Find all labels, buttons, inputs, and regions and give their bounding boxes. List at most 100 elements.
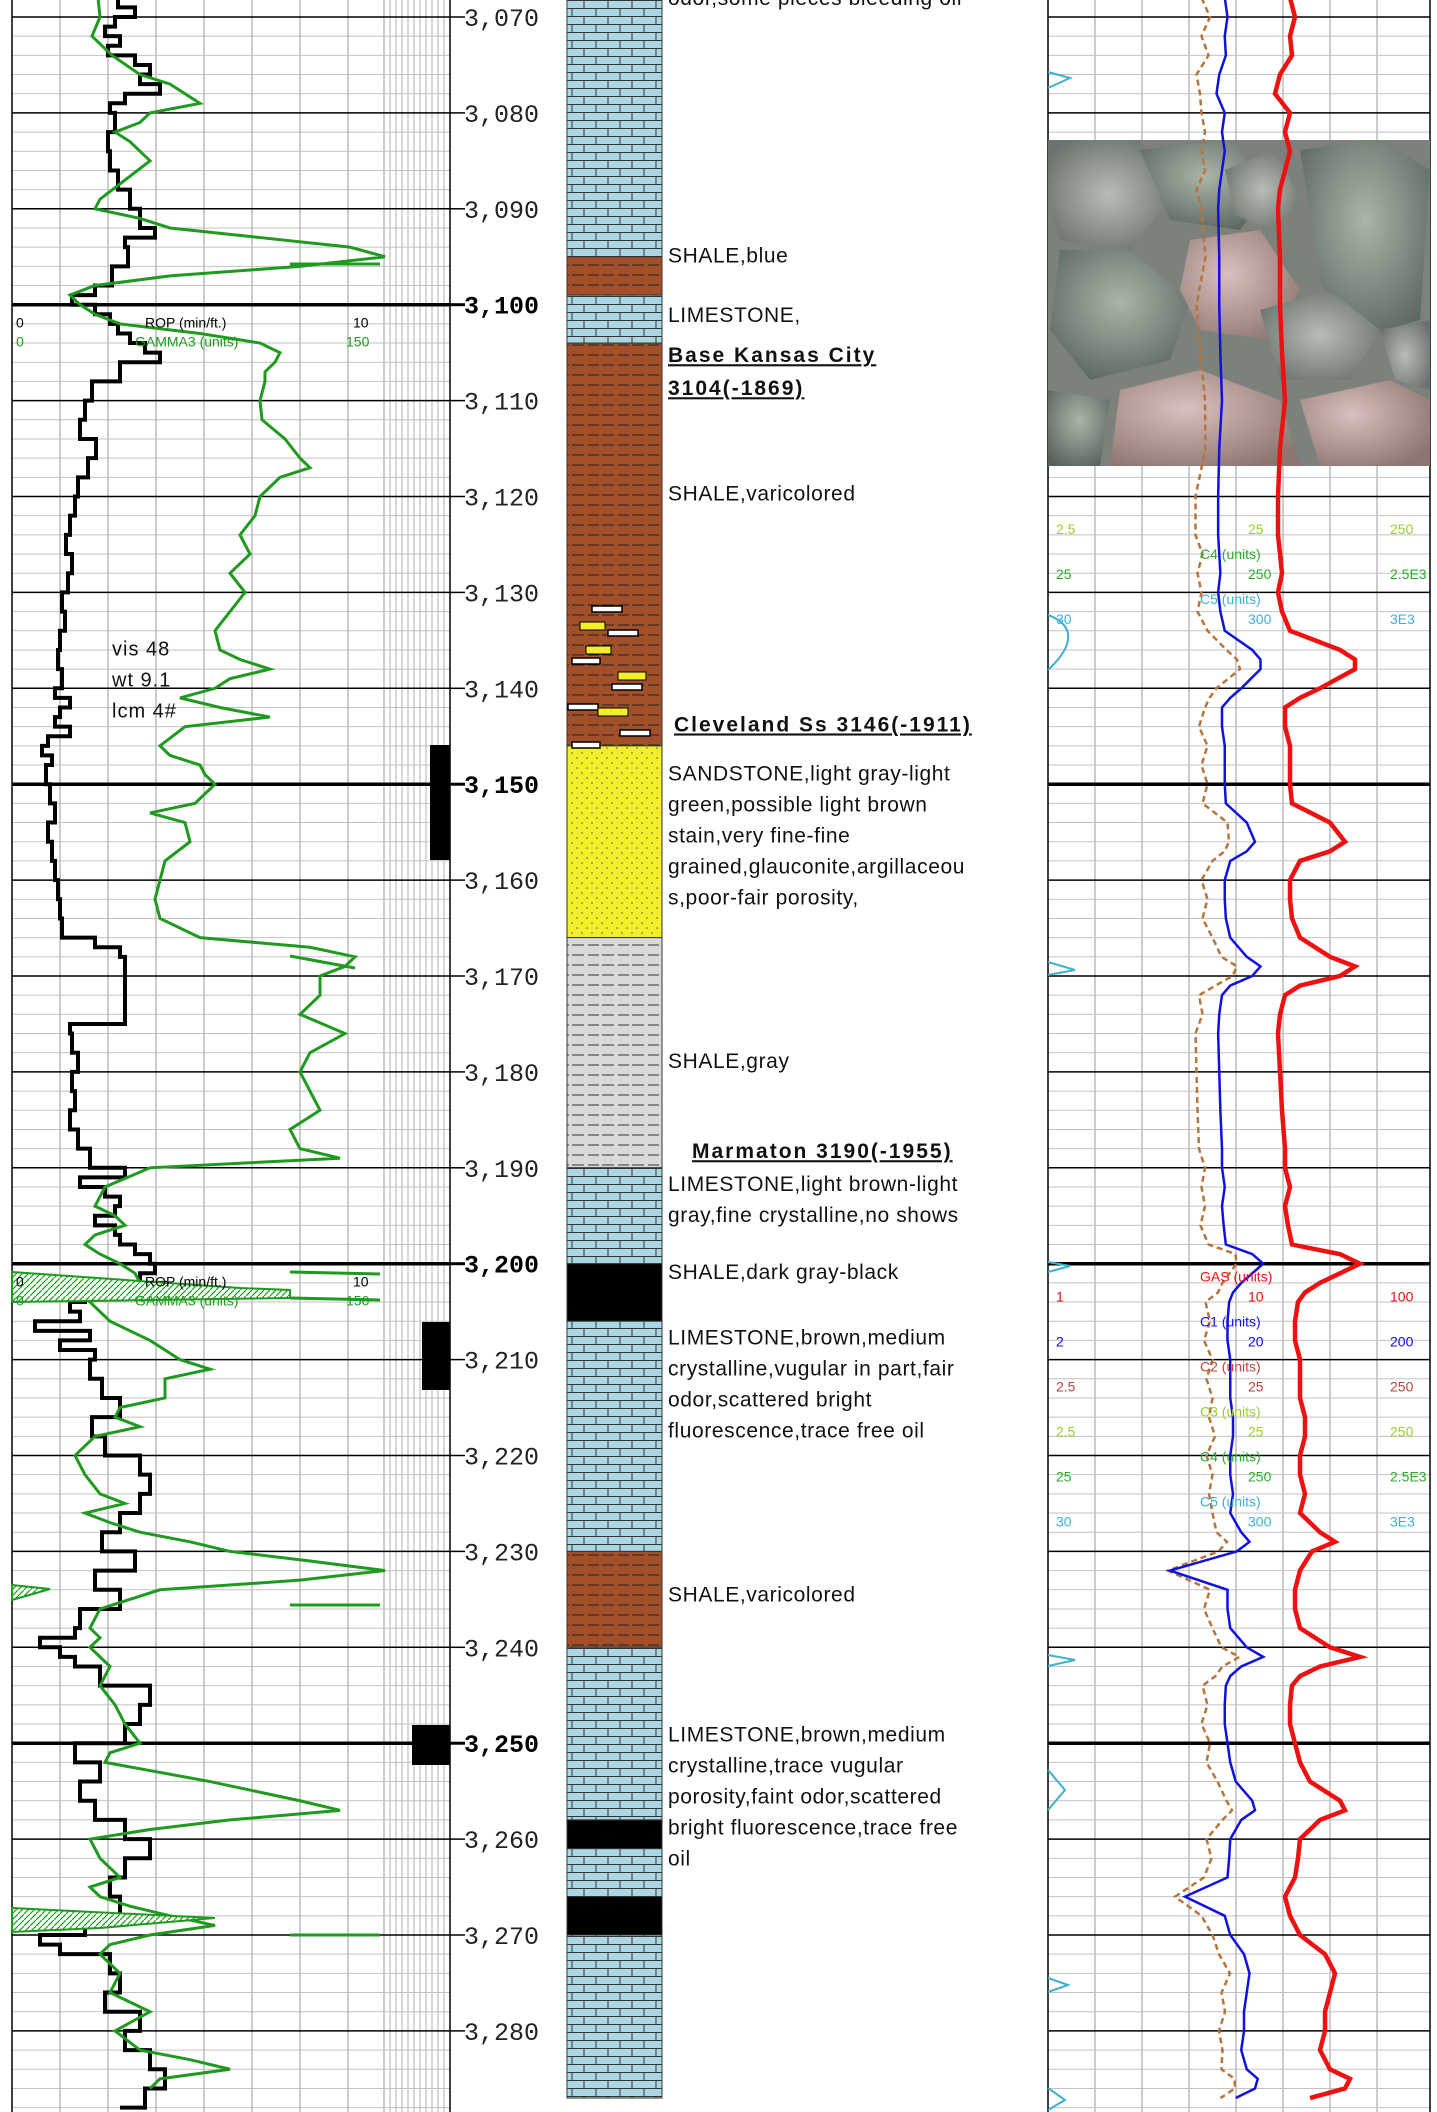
gas-scale-mid: 25	[1248, 521, 1264, 537]
gamma-scale-min: 0	[16, 1293, 24, 1309]
depth-label: 3,200	[464, 1252, 539, 1281]
depth-label: 3,080	[464, 101, 539, 130]
lithology-interval-limestone	[566, 1848, 663, 1898]
gamma-overflow-fills	[11, 262, 381, 1937]
lithology-interval-limestone	[566, 1646, 663, 1821]
lithology-description-line: LIMESTONE,brown,medium	[668, 1326, 946, 1349]
lithology-interval-limestone	[566, 294, 663, 344]
lithology-description-line: SHALE,varicolored	[668, 1583, 856, 1606]
gas-scale-name: GAS (units)	[1200, 1268, 1272, 1284]
depth-label: 3,260	[464, 1827, 539, 1856]
depth-label: 3,180	[464, 1060, 539, 1089]
rop-curve	[33, 0, 167, 2110]
lithology-description-line: stain,very fine-fine	[668, 824, 850, 847]
rop-scale-min: 0	[16, 1274, 24, 1290]
depth-label: 3,210	[464, 1348, 539, 1377]
lithology-description-line: s,poor-fair porosity,	[668, 886, 859, 909]
formation-top-label: Base Kansas City	[668, 344, 876, 367]
depth-label: 3,170	[464, 964, 539, 993]
gas-scale-max: 100	[1390, 1288, 1414, 1304]
gas-scale-min: 25	[1056, 566, 1072, 582]
lithology-interval-shale-gray	[566, 937, 663, 1169]
mud-property: lcm 4#	[112, 701, 177, 723]
depth-label: 3,190	[464, 1156, 539, 1185]
lithology-description-line: LIMESTONE,light brown-light	[668, 1173, 958, 1196]
left-scale-headers: 0 ROP (min/ft.) 10 0 GAMMA3 (units) 150 0 ROP (…	[16, 315, 370, 1309]
gas-scale-name: C2 (units)	[1200, 1358, 1261, 1374]
gas-scale-max: 3E3	[1390, 1513, 1415, 1529]
gas-scale-min: 25	[1056, 1468, 1072, 1484]
lithology-description-line: bright fluorescence,trace free	[668, 1816, 958, 1839]
lithology-interval-limestone	[566, 0, 663, 258]
depth-label: 3,160	[464, 868, 539, 897]
lithology-interval-shale-brown	[566, 1550, 663, 1648]
gas-scale-name: C5 (units)	[1200, 1493, 1261, 1509]
c1-curve	[1165, 0, 1267, 2100]
gas-scale-min: 2.5	[1056, 1423, 1076, 1439]
gas-scale-mid: 300	[1248, 611, 1272, 627]
lithology-description-line: crystalline,trace vugular	[668, 1754, 904, 1777]
mud-property: vis 48	[112, 639, 170, 661]
lithology-description-line: oil	[668, 1847, 691, 1870]
mud-properties: vis 48 wt 9.1 lcm 4#	[111, 639, 177, 723]
depth-label: 3,150	[464, 772, 539, 801]
lithology-description-line: SHALE,dark gray-black	[668, 1261, 899, 1284]
lithology-interval-shale-black	[566, 1896, 663, 1936]
gas-show-markers	[1047, 71, 1076, 2111]
gamma-scale-label: GAMMA3 (units)	[135, 1293, 238, 1309]
depth-label: 3,280	[464, 2019, 539, 2048]
gas-scale-max: 200	[1390, 1333, 1414, 1349]
lithology-column	[566, 0, 663, 2099]
formation-top-label: 3104(-1869)	[668, 377, 804, 400]
formation-tops: Base Kansas City 3104(-1869) Cleveland Ss …	[668, 344, 970, 1163]
gas-scale-name: C3 (units)	[1200, 1403, 1261, 1419]
depth-label: 3,100	[464, 293, 539, 322]
gas-scale-mid: 250	[1248, 1468, 1272, 1484]
rop-scale-label: ROP (min/ft.)	[145, 1274, 226, 1290]
total-gas-curve	[1272, 0, 1369, 2101]
gas-scale-mid: 20	[1248, 1333, 1264, 1349]
gas-scale-min: 30	[1056, 611, 1072, 627]
log-curves	[33, 0, 1369, 2110]
gas-scale-max: 2.5E3	[1390, 566, 1427, 582]
gas-scale-min: 2	[1056, 1333, 1064, 1349]
core-sample-photo	[1048, 140, 1430, 466]
gas-scale-max: 3E3	[1390, 611, 1415, 627]
lithology-description-line: SHALE,varicolored	[668, 482, 856, 505]
gas-scale-min: 1	[1056, 1288, 1064, 1304]
depth-label: 3,250	[464, 1731, 539, 1760]
lithology-interval-shale-black	[566, 1263, 663, 1322]
gamma-scale-max: 150	[346, 1293, 370, 1309]
core-marker	[430, 745, 450, 860]
lithology-interval-sandstone	[566, 745, 663, 939]
gas-scale-min: 30	[1056, 1513, 1072, 1529]
glauconite-symbols	[567, 605, 651, 749]
gamma-scale-max: 150	[346, 334, 370, 350]
rop-scale-max: 10	[353, 1274, 369, 1290]
gamma-scale-min: 0	[16, 334, 24, 350]
lithology-interval-limestone	[566, 1320, 663, 1552]
depth-label: 3,110	[464, 389, 539, 418]
depth-label: 3,070	[464, 5, 539, 34]
core-marker	[422, 1322, 450, 1390]
gas-scale-mid: 25	[1248, 1423, 1264, 1439]
depth-label: 3,130	[464, 580, 539, 609]
lithology-description-line: odor,some pieces bleeding oil	[668, 0, 962, 10]
rop-scale-label: ROP (min/ft.)	[145, 315, 226, 331]
lithology-descriptions: vugular porosity,friable,goododor,some p…	[668, 0, 964, 1870]
rop-scale-min: 0	[16, 315, 24, 331]
gas-scale-name: C5 (units)	[1200, 591, 1261, 607]
lithology-description-line: odor,scattered bright	[668, 1388, 872, 1411]
lithology-description-line: LIMESTONE,brown,medium	[668, 1723, 946, 1746]
lithology-interval-shale-black	[566, 1819, 663, 1850]
gas-scale-max: 250	[1390, 521, 1414, 537]
lithology-description-line: gray,fine crystalline,no shows	[668, 1204, 959, 1227]
gamma-scale-label: GAMMA3 (units)	[135, 334, 238, 350]
core-marker	[412, 1725, 450, 1765]
lithology-description-line: crystalline,vugular in part,fair	[668, 1357, 954, 1380]
depth-label: 3,220	[464, 1444, 539, 1473]
core-interval-markers	[412, 745, 450, 1765]
depth-label: 3,140	[464, 676, 539, 705]
lithology-description-line: fluorescence,trace free oil	[668, 1419, 925, 1442]
